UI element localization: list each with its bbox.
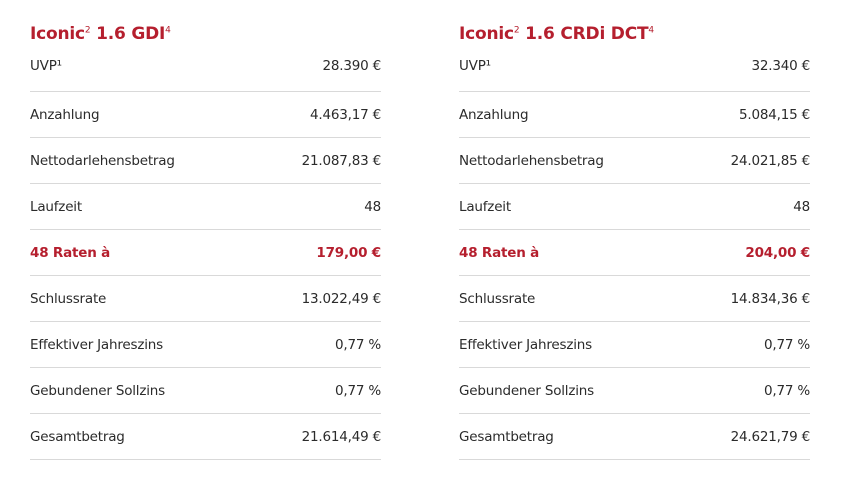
row-label: 48 Raten à bbox=[30, 244, 111, 261]
row-label: Nettodarlehensbetrag bbox=[30, 152, 175, 169]
row-value: 21.614,49 € bbox=[301, 428, 382, 445]
row-label: Gesamtbetrag bbox=[30, 428, 125, 445]
row-gebundener-sollzins: Gebundener Sollzins 0,77 % bbox=[30, 368, 381, 414]
row-gebundener-sollzins: Gebundener Sollzins 0,77 % bbox=[459, 368, 810, 414]
row-anzahlung: Anzahlung 5.084,15 € bbox=[459, 92, 810, 138]
offer-card-gdi: Iconic2 1.6 GDI4 UVP¹ 28.390 € Anzahlung… bbox=[30, 22, 381, 460]
offer-table: UVP¹ 28.390 € Anzahlung 4.463,17 € Netto… bbox=[30, 58, 381, 460]
row-value: 48 bbox=[364, 198, 381, 215]
row-raten: 48 Raten à 179,00 € bbox=[30, 230, 381, 276]
row-value: 28.390 € bbox=[322, 58, 381, 74]
row-label: Schlussrate bbox=[459, 290, 536, 307]
row-label: Effektiver Jahreszins bbox=[459, 336, 592, 353]
row-uvp: UVP¹ 32.340 € bbox=[459, 58, 810, 92]
row-value: 5.084,15 € bbox=[739, 106, 810, 123]
row-gesamtbetrag: Gesamtbetrag 21.614,49 € bbox=[30, 414, 381, 460]
row-label: Anzahlung bbox=[459, 106, 529, 123]
row-value: 0,77 % bbox=[335, 336, 381, 353]
row-value: 13.022,49 € bbox=[301, 290, 382, 307]
row-label: UVP¹ bbox=[30, 58, 62, 74]
row-value: 0,77 % bbox=[764, 336, 810, 353]
row-effektiver-jahreszins: Effektiver Jahreszins 0,77 % bbox=[30, 322, 381, 368]
row-label: Anzahlung bbox=[30, 106, 100, 123]
offer-title: Iconic2 1.6 GDI4 bbox=[30, 24, 171, 44]
row-value: 0,77 % bbox=[764, 382, 810, 399]
row-value: 0,77 % bbox=[335, 382, 381, 399]
row-schlussrate: Schlussrate 14.834,36 € bbox=[459, 276, 810, 322]
row-value: 21.087,83 € bbox=[301, 152, 382, 169]
row-value: 179,00 € bbox=[316, 244, 381, 261]
offer-title: Iconic2 1.6 CRDi DCT4 bbox=[459, 24, 654, 44]
row-label: Laufzeit bbox=[459, 198, 511, 215]
row-gesamtbetrag: Gesamtbetrag 24.621,79 € bbox=[459, 414, 810, 460]
row-raten: 48 Raten à 204,00 € bbox=[459, 230, 810, 276]
row-anzahlung: Anzahlung 4.463,17 € bbox=[30, 92, 381, 138]
row-uvp: UVP¹ 28.390 € bbox=[30, 58, 381, 92]
row-value: 24.021,85 € bbox=[730, 152, 811, 169]
row-label: Gebundener Sollzins bbox=[30, 382, 165, 399]
row-label: Effektiver Jahreszins bbox=[30, 336, 163, 353]
row-laufzeit: Laufzeit 48 bbox=[459, 184, 810, 230]
row-value: 4.463,17 € bbox=[310, 106, 381, 123]
row-label: Nettodarlehensbetrag bbox=[459, 152, 604, 169]
row-value: 32.340 € bbox=[751, 58, 810, 74]
row-label: 48 Raten à bbox=[459, 244, 540, 261]
row-value: 48 bbox=[793, 198, 810, 215]
offer-card-crdi-dct: Iconic2 1.6 CRDi DCT4 UVP¹ 32.340 € Anza… bbox=[459, 22, 810, 460]
row-label: Gesamtbetrag bbox=[459, 428, 554, 445]
row-label: Laufzeit bbox=[30, 198, 82, 215]
row-schlussrate: Schlussrate 13.022,49 € bbox=[30, 276, 381, 322]
row-value: 24.621,79 € bbox=[730, 428, 811, 445]
row-label: Schlussrate bbox=[30, 290, 107, 307]
row-label: Gebundener Sollzins bbox=[459, 382, 594, 399]
row-label: UVP¹ bbox=[459, 58, 491, 74]
row-nettodarlehensbetrag: Nettodarlehensbetrag 21.087,83 € bbox=[30, 138, 381, 184]
row-value: 14.834,36 € bbox=[730, 290, 811, 307]
row-effektiver-jahreszins: Effektiver Jahreszins 0,77 % bbox=[459, 322, 810, 368]
row-nettodarlehensbetrag: Nettodarlehensbetrag 24.021,85 € bbox=[459, 138, 810, 184]
row-value: 204,00 € bbox=[745, 244, 810, 261]
row-laufzeit: Laufzeit 48 bbox=[30, 184, 381, 230]
offer-table: UVP¹ 32.340 € Anzahlung 5.084,15 € Netto… bbox=[459, 58, 810, 460]
